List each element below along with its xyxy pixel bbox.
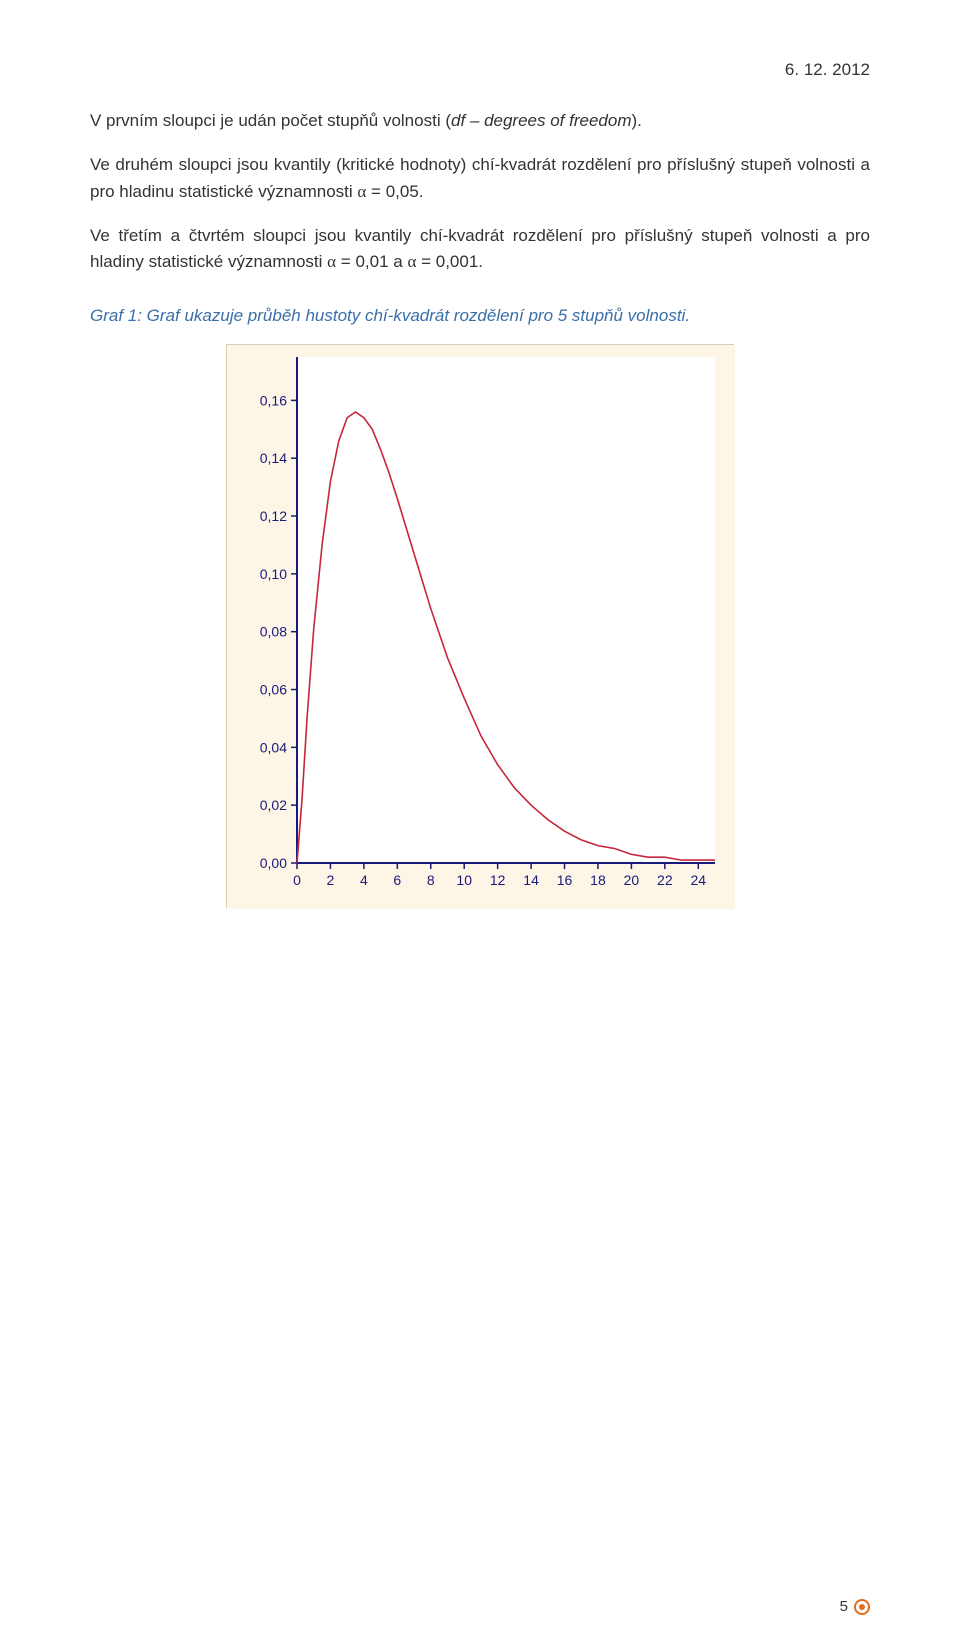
- p2-text-a: Ve druhém sloupci jsou kvantily (kritick…: [90, 155, 870, 200]
- svg-text:18: 18: [590, 872, 606, 888]
- svg-text:4: 4: [360, 872, 368, 888]
- svg-text:2: 2: [327, 872, 335, 888]
- chart-container: 0,000,020,040,060,080,100,120,140,160246…: [226, 344, 734, 908]
- svg-text:0,08: 0,08: [260, 623, 287, 639]
- svg-text:0,04: 0,04: [260, 739, 287, 755]
- svg-text:0,10: 0,10: [260, 566, 287, 582]
- svg-text:8: 8: [427, 872, 435, 888]
- svg-text:0,02: 0,02: [260, 797, 287, 813]
- date-header: 6. 12. 2012: [90, 60, 870, 80]
- p1-text-b: ).: [632, 111, 642, 130]
- paragraph-1: V prvním sloupci je udán počet stupňů vo…: [90, 108, 870, 134]
- svg-text:20: 20: [624, 872, 640, 888]
- svg-text:12: 12: [490, 872, 506, 888]
- chart-caption: Graf 1: Graf ukazuje průběh hustoty chí-…: [90, 306, 870, 326]
- page-number: 5: [840, 1598, 848, 1615]
- svg-text:0,06: 0,06: [260, 681, 287, 697]
- svg-text:0,14: 0,14: [260, 450, 287, 466]
- chi-square-density-chart: 0,000,020,040,060,080,100,120,140,160246…: [227, 345, 735, 909]
- paragraph-2: Ve druhém sloupci jsou kvantily (kritick…: [90, 152, 870, 205]
- document-page: 6. 12. 2012 V prvním sloupci je udán poč…: [0, 0, 960, 1651]
- svg-text:24: 24: [690, 872, 706, 888]
- page-footer: 5: [840, 1598, 870, 1615]
- alpha-symbol: α: [327, 252, 336, 271]
- target-icon: [854, 1599, 870, 1615]
- svg-text:16: 16: [557, 872, 573, 888]
- p2-text-b: = 0,05.: [366, 182, 423, 201]
- svg-text:0,12: 0,12: [260, 508, 287, 524]
- svg-text:22: 22: [657, 872, 673, 888]
- p3-text-b: = 0,01 a: [336, 252, 407, 271]
- p3-text-c: = 0,001.: [416, 252, 483, 271]
- p1-italic: df – degrees of freedom: [451, 111, 632, 130]
- p1-text-a: V prvním sloupci je udán počet stupňů vo…: [90, 111, 451, 130]
- alpha-symbol: α: [357, 182, 366, 201]
- svg-text:14: 14: [523, 872, 539, 888]
- svg-text:0,00: 0,00: [260, 855, 287, 871]
- svg-text:10: 10: [456, 872, 472, 888]
- svg-text:0: 0: [293, 872, 301, 888]
- paragraph-3: Ve třetím a čtvrtém sloupci jsou kvantil…: [90, 223, 870, 276]
- svg-text:0,16: 0,16: [260, 392, 287, 408]
- chart-panel: 0,000,020,040,060,080,100,120,140,160246…: [226, 344, 734, 908]
- svg-text:6: 6: [393, 872, 401, 888]
